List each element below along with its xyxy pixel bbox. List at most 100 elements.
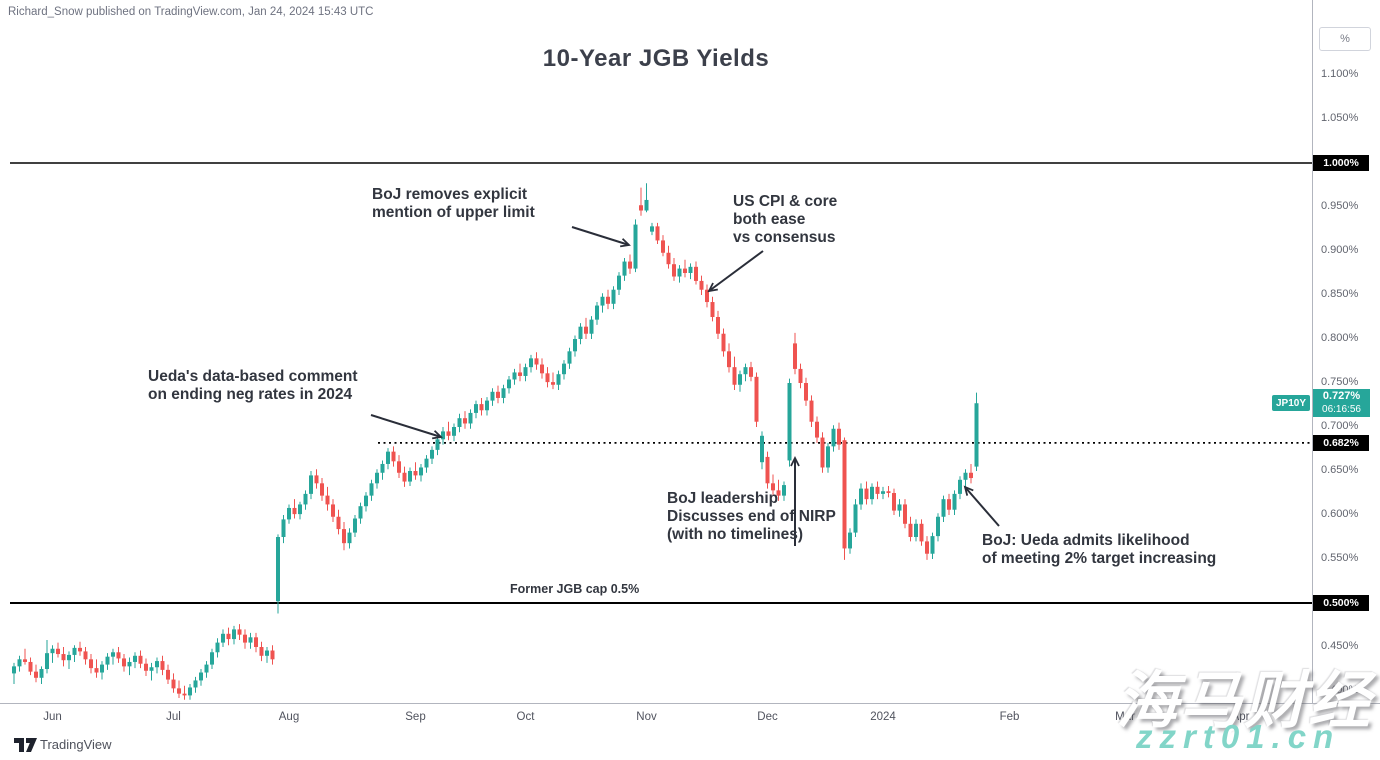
candle-body	[859, 488, 863, 505]
candle-body	[936, 516, 940, 537]
candle-body	[804, 383, 808, 401]
price-tick: 0.800%	[1321, 332, 1359, 344]
candle-body	[749, 367, 753, 377]
candle-body	[743, 367, 748, 375]
candle-body	[793, 343, 797, 369]
candle-body	[34, 671, 38, 678]
annotation-arrow	[707, 250, 764, 293]
price-tick: 0.650%	[1321, 464, 1359, 476]
candle-body	[974, 403, 979, 467]
candle-body	[144, 663, 148, 671]
candle-body	[672, 264, 676, 277]
candle-body	[875, 486, 880, 494]
candle-body	[584, 326, 588, 334]
candle-body	[61, 654, 66, 661]
candle-body	[468, 412, 473, 424]
last-price-chip: 0.727% 06:16:56	[1313, 389, 1370, 418]
candle-body	[160, 661, 165, 670]
candle-body	[831, 428, 836, 447]
last-price-value: 0.727%	[1322, 390, 1361, 403]
candle-body	[507, 379, 511, 389]
price-level-chip: 0.682%	[1313, 434, 1369, 451]
candle-body	[232, 629, 236, 640]
candle-body	[501, 388, 506, 398]
price-tick: 0.950%	[1321, 200, 1359, 212]
candle-body	[364, 495, 368, 507]
candle-body	[512, 372, 517, 380]
price-tick: 0.450%	[1321, 640, 1359, 652]
time-tick-Jun: Jun	[43, 711, 62, 723]
candle-body	[149, 667, 154, 671]
candle-body	[221, 633, 225, 643]
candle-body	[254, 637, 258, 647]
candle-body	[358, 506, 363, 519]
candle-body	[809, 400, 814, 422]
candle-body	[556, 374, 561, 385]
candle-body	[353, 518, 357, 533]
candle-body	[496, 391, 500, 398]
candle-body	[952, 493, 957, 510]
candle-body	[325, 495, 330, 505]
candle-body	[435, 439, 440, 450]
candle-body	[485, 400, 489, 411]
bar-countdown: 06:16:56	[1322, 404, 1361, 416]
footer-bar: TradingView	[0, 730, 1380, 760]
former-jgb-cap-label: Former JGB cap 0.5%	[510, 582, 640, 596]
candle-body	[518, 372, 522, 376]
candle-body	[380, 463, 385, 473]
candle-body	[776, 490, 781, 496]
candle-body	[188, 687, 192, 696]
candle-body	[815, 421, 819, 438]
attribution-text: Richard_Snow published on TradingView.co…	[8, 6, 374, 18]
candle-body	[688, 266, 693, 273]
candle-body	[78, 647, 82, 652]
candle-body	[677, 268, 682, 277]
symbol-badge: JP10Y	[1272, 395, 1310, 412]
candle-body	[226, 633, 231, 640]
candle-body	[925, 541, 929, 554]
time-tick-Jul: Jul	[166, 711, 181, 723]
unit-percent-button[interactable]: %	[1319, 27, 1371, 51]
candle-body	[303, 493, 308, 505]
candle-body	[83, 651, 88, 660]
time-axis[interactable]: Jun Jul Aug Sep Oct Nov Dec 2024 Feb Mar Apr	[0, 703, 1380, 732]
candle-body	[710, 302, 715, 317]
candle-body	[89, 659, 93, 669]
candle-body	[94, 668, 99, 673]
candle-body	[116, 652, 121, 659]
candle-body	[457, 418, 462, 427]
price-tick: 1.050%	[1321, 112, 1359, 124]
candle-body	[787, 383, 792, 461]
annotation-arrow	[571, 226, 631, 248]
candle-body	[914, 523, 918, 537]
candle-body	[50, 648, 55, 654]
price-axis[interactable]: % 0.727% 06:16:56 1.100% 1.050% 0.950% 0.90…	[1312, 0, 1380, 730]
candle-body	[567, 351, 572, 364]
candle-body	[199, 672, 203, 681]
watermark-chinese: 海马财经	[1116, 667, 1373, 736]
candle-body	[738, 374, 742, 385]
time-tick-Aug: Aug	[278, 711, 300, 723]
time-tick-Oct: Oct	[516, 711, 535, 723]
candle-body	[930, 536, 935, 554]
candle-body	[716, 317, 720, 334]
annotation-ueda-2pct: BoJ: Ueda admits likelihood of meeting 2…	[982, 532, 1217, 567]
candle-body	[281, 519, 286, 537]
candle-body	[39, 669, 44, 678]
candle-body	[760, 435, 764, 463]
price-tick: 1.100%	[1321, 68, 1359, 80]
candle-body	[661, 240, 665, 253]
candle-body	[903, 504, 907, 524]
candle-body	[947, 499, 951, 510]
candle-body	[171, 679, 176, 689]
candle-body	[699, 280, 704, 290]
candle-body	[853, 504, 858, 533]
candle-body	[424, 458, 429, 468]
candle-body	[595, 305, 599, 320]
candle-body	[331, 504, 335, 517]
candle-body	[562, 363, 566, 375]
candle-body	[386, 451, 390, 464]
time-tick-Sep: Sep	[405, 711, 426, 723]
